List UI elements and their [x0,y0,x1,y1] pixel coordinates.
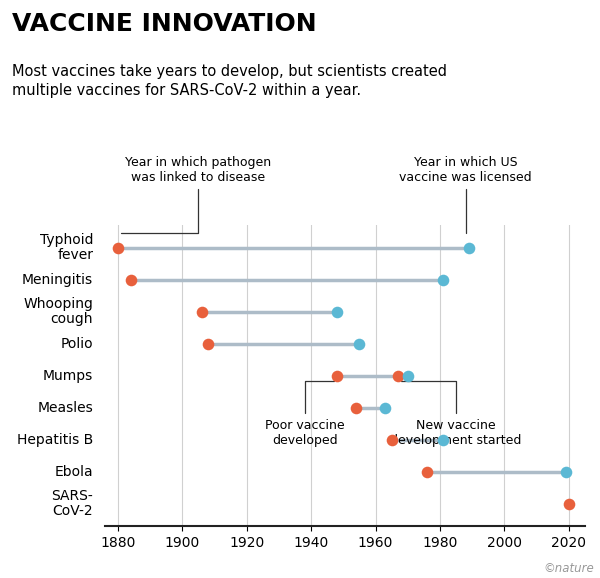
Point [387,435,397,444]
Text: Most vaccines take years to develop, but scientists created
multiple vaccines fo: Most vaccines take years to develop, but… [12,64,447,98]
Point [332,307,342,316]
Point [113,243,122,253]
Point [355,339,364,349]
Point [422,467,432,476]
Text: Year in which pathogen
was linked to disease: Year in which pathogen was linked to dis… [121,156,271,234]
Point [203,339,213,349]
Text: New vaccine
development started: New vaccine development started [391,381,522,447]
Point [403,371,413,380]
Text: Year in which US
vaccine was licensed: Year in which US vaccine was licensed [400,156,532,234]
Point [394,371,403,380]
Text: VACCINE INNOVATION: VACCINE INNOVATION [12,12,317,36]
Point [439,435,448,444]
Text: ©nature: ©nature [543,562,594,575]
Point [439,275,448,284]
Point [564,499,574,508]
Point [126,275,136,284]
Point [380,403,390,412]
Point [352,403,361,412]
Text: Poor vaccine
developed: Poor vaccine developed [265,381,344,447]
Point [464,243,474,253]
Point [197,307,206,316]
Point [561,467,571,476]
Point [332,371,342,380]
